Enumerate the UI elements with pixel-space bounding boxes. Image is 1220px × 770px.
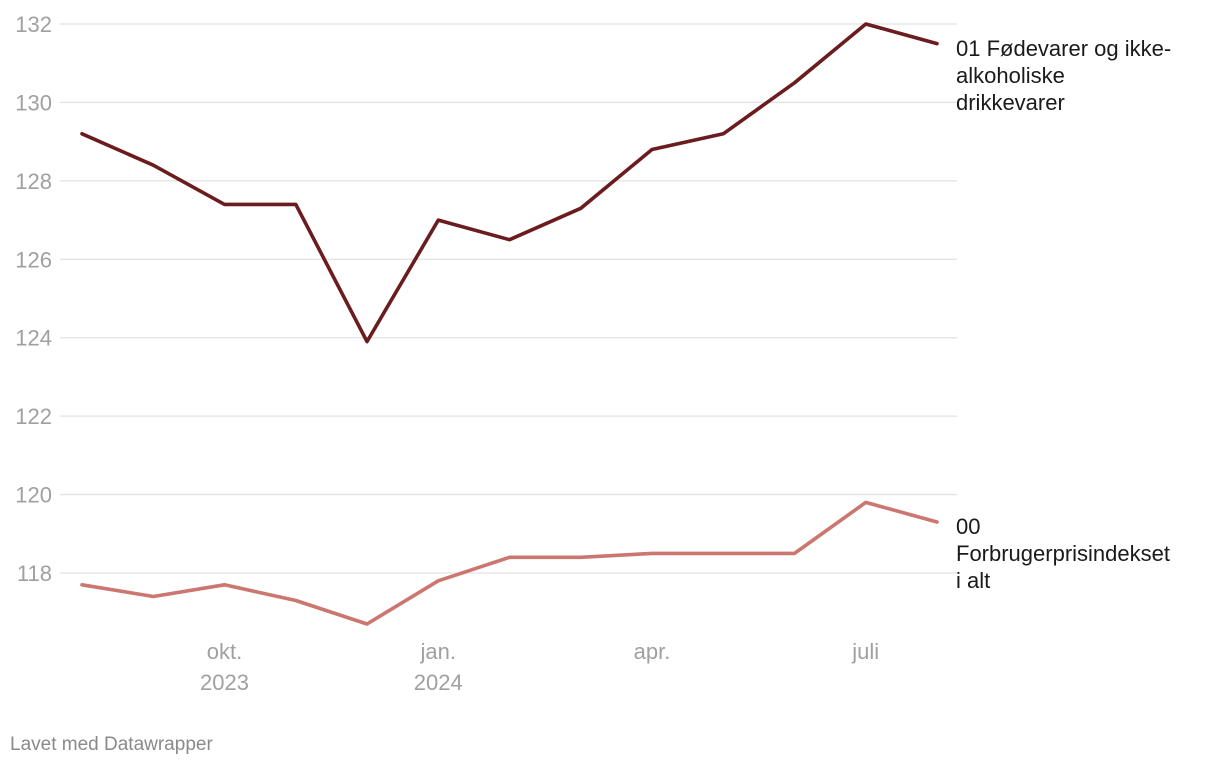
x-axis-ticks: okt. 2023 jan. 2024 apr. juli [200, 639, 879, 695]
grid-lines [60, 23, 957, 574]
y-tick-label: 124 [15, 326, 52, 351]
series-label-1: 00 Forbrugerprisindekset i alt [956, 514, 1170, 593]
footer-credit: Lavet med Datawrapper [10, 734, 213, 755]
series-line-0 [80, 22, 939, 344]
series-label-0: 01 Fødevarer og ikke-alkoholiske drikkeva… [956, 36, 1171, 115]
series-labels: 01 Fødevarer og ikke-alkoholiske drikkeva… [956, 36, 1171, 593]
x-tick-label: okt. 2023 [200, 639, 249, 695]
series-line-1 [80, 500, 939, 626]
y-tick-label: 126 [15, 247, 52, 272]
y-tick-label: 132 [15, 12, 52, 37]
y-tick-label: 122 [15, 404, 52, 429]
series-lines [80, 22, 939, 626]
y-tick-label: 130 [15, 90, 52, 115]
x-tick-label: jan. 2024 [414, 639, 463, 695]
y-tick-label: 118 [17, 561, 52, 586]
x-tick-label: apr. [634, 639, 671, 664]
y-tick-label: 120 [15, 483, 52, 508]
y-axis-ticks: 118 120 122 124 126 128 130 132 [15, 12, 52, 586]
x-tick-label: juli [851, 639, 879, 664]
y-tick-label: 128 [15, 169, 52, 194]
